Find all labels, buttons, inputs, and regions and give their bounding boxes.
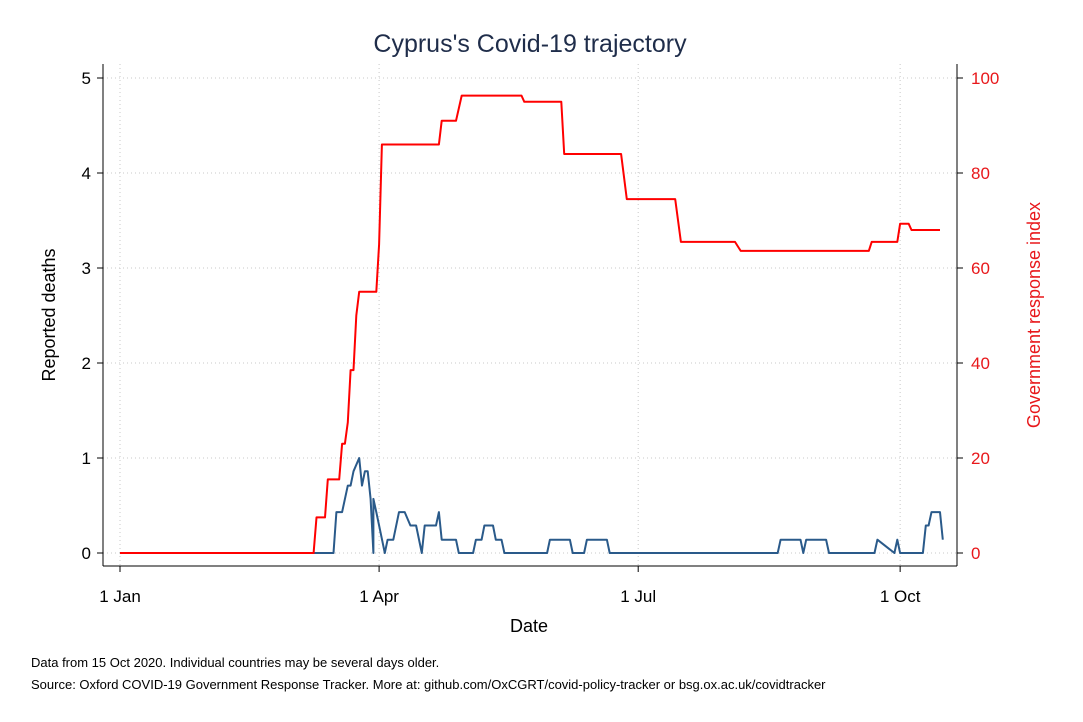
chart-title: Cyprus's Covid-19 trajectory	[373, 30, 687, 58]
chart: 0 1 2 3 4 5 0 20 40 60 80 100 1 Jan 1 Apr 1 Jul 1 Oct…	[39, 30, 1044, 636]
series-lines	[120, 94, 944, 554]
x-axis-label: Date	[510, 616, 548, 636]
right-axis-label: Government response index	[1024, 202, 1044, 428]
footnote-data-date: Data from 15 Oct 2020. Individual countr…	[31, 655, 440, 670]
grid-lines	[103, 64, 957, 566]
series-line-reported-deaths	[120, 457, 944, 554]
right-tick-label: 100	[971, 69, 999, 88]
right-axis-ticks: 0 20 40 60 80 100	[957, 69, 999, 563]
left-tick-label: 2	[82, 354, 91, 373]
left-tick-label: 4	[82, 164, 91, 183]
left-axis-ticks: 0 1 2 3 4 5	[82, 69, 103, 563]
right-tick-label: 60	[971, 259, 990, 278]
right-tick-label: 80	[971, 164, 990, 183]
footnote-source: Source: Oxford COVID-19 Government Respo…	[31, 677, 826, 692]
x-tick-label: 1 Jul	[620, 587, 656, 606]
right-tick-label: 0	[971, 544, 980, 563]
right-tick-label: 20	[971, 449, 990, 468]
left-tick-label: 5	[82, 69, 91, 88]
x-axis-ticks: 1 Jan 1 Apr 1 Jul 1 Oct	[99, 566, 921, 606]
x-tick-label: 1 Apr	[359, 587, 399, 606]
left-tick-label: 3	[82, 259, 91, 278]
x-tick-label: 1 Oct	[880, 587, 921, 606]
left-tick-label: 0	[82, 544, 91, 563]
left-tick-label: 1	[82, 449, 91, 468]
left-axis-label: Reported deaths	[39, 248, 59, 381]
x-tick-label: 1 Jan	[99, 587, 141, 606]
series-line-response-index	[120, 94, 940, 554]
right-tick-label: 40	[971, 354, 990, 373]
